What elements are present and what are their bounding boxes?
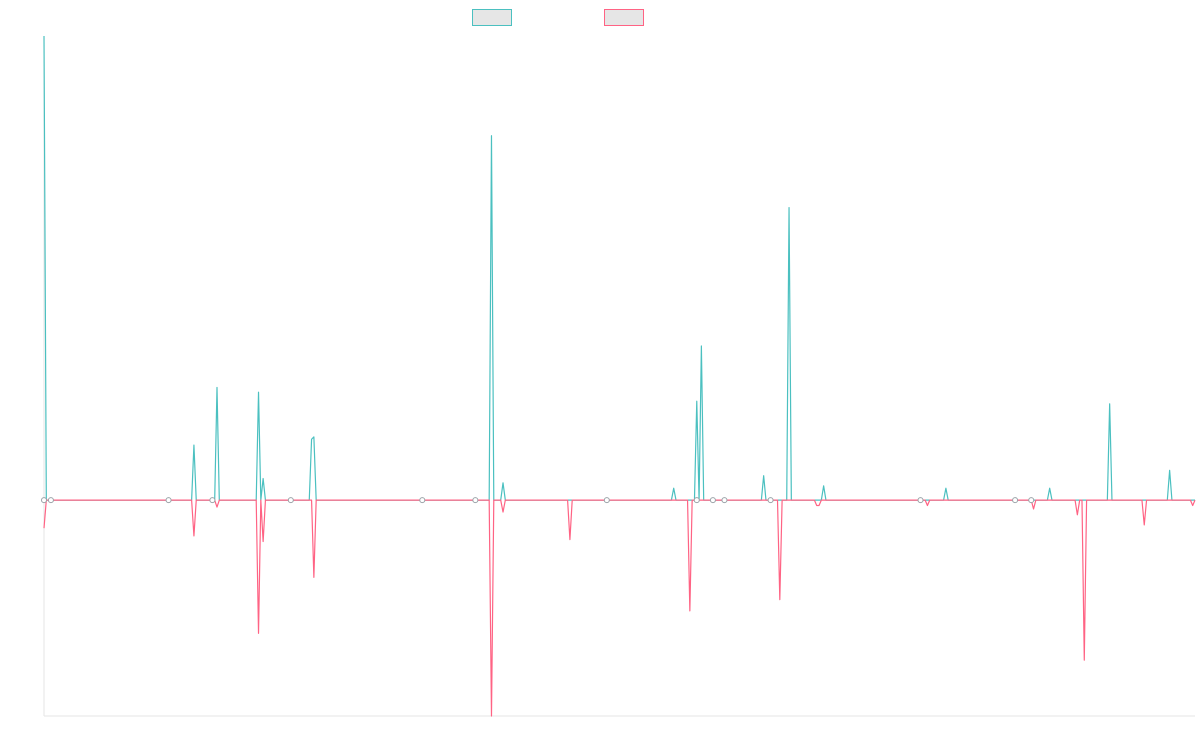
data-point-marker-12[interactable] bbox=[767, 497, 774, 504]
series-layer bbox=[43, 35, 1196, 717]
data-point-marker-8[interactable] bbox=[603, 497, 610, 504]
data-point-marker-1[interactable] bbox=[41, 497, 47, 504]
data-point-marker-13[interactable] bbox=[917, 497, 924, 504]
data-point-marker-7[interactable] bbox=[472, 497, 479, 504]
data-point-marker-15[interactable] bbox=[1028, 497, 1035, 504]
series-line-2 bbox=[43, 499, 1196, 717]
data-point-marker-3[interactable] bbox=[165, 497, 172, 504]
legend-swatch-series-1[interactable] bbox=[472, 9, 512, 26]
series-line-1 bbox=[43, 35, 1195, 501]
data-point-marker-4[interactable] bbox=[209, 497, 216, 504]
data-point-marker-11[interactable] bbox=[721, 497, 728, 504]
legend-swatch-series-2[interactable] bbox=[604, 9, 644, 26]
data-point-marker-6[interactable] bbox=[419, 497, 426, 504]
marker-layer bbox=[41, 497, 1035, 504]
data-point-marker-9[interactable] bbox=[693, 497, 700, 504]
data-point-marker-10[interactable] bbox=[709, 497, 716, 504]
data-point-marker-5[interactable] bbox=[287, 497, 294, 504]
data-point-marker-14[interactable] bbox=[1012, 497, 1019, 504]
axis-lines bbox=[43, 36, 1195, 717]
data-point-marker-2[interactable] bbox=[47, 497, 54, 504]
